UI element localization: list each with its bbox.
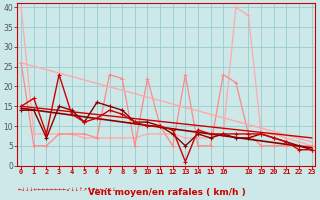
Text: ←↓↓↓←←←←←←←←↙↓↓↑↗↑←←←↗↙↓: ←↓↓↓←←←←←←←←↙↓↓↑↗↑←←←↗↙↓: [17, 187, 116, 192]
X-axis label: Vent moyen/en rafales ( km/h ): Vent moyen/en rafales ( km/h ): [88, 188, 245, 197]
